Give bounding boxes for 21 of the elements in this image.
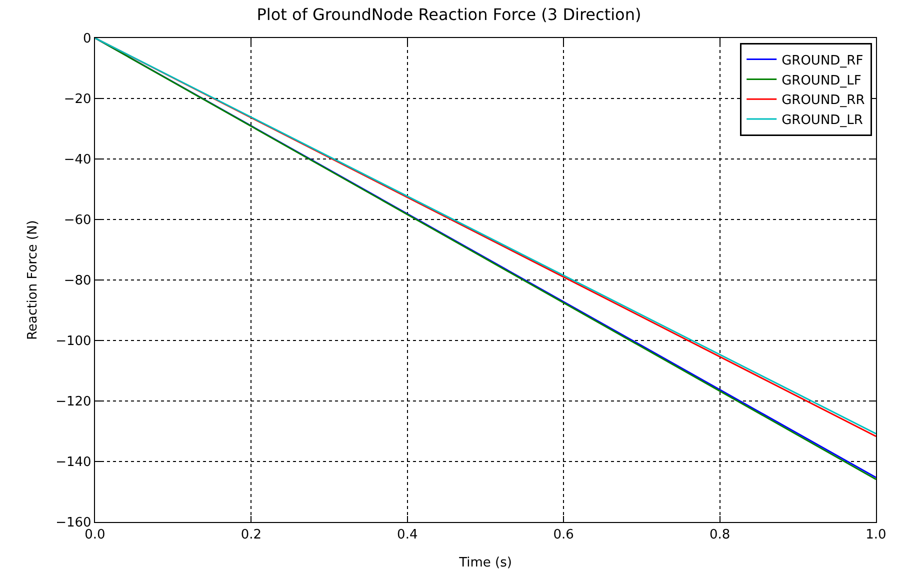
legend-label: GROUND_RR <box>782 93 865 108</box>
x-tick-label: 0.4 <box>397 528 418 543</box>
x-tick-label: 0.6 <box>553 528 574 543</box>
y-tick-label: −40 <box>64 152 92 168</box>
y-axis-title: Reaction Force (N) <box>26 220 41 340</box>
x-tick-label: 0.2 <box>240 528 262 543</box>
y-tick-label: −60 <box>64 213 92 228</box>
legend-label: GROUND_LF <box>782 73 862 88</box>
legend-label: GROUND_RF <box>782 53 864 68</box>
y-tick-label: −80 <box>64 274 92 289</box>
legend-label: GROUND_LR <box>782 113 863 128</box>
x-tick-label: 0.0 <box>84 528 106 543</box>
chart-title: Plot of GroundNode Reaction Force (3 Direction) <box>256 4 642 24</box>
y-tick-label: −140 <box>56 455 92 470</box>
y-tick-label: 0 <box>83 32 92 47</box>
y-tick-label: −20 <box>64 92 92 108</box>
y-tick-label: −100 <box>56 334 92 350</box>
x-axis-title: Time (s) <box>458 555 512 570</box>
x-tick-label: 1.0 <box>866 528 886 543</box>
y-tick-label: −120 <box>56 394 92 410</box>
x-tick-label: 0.8 <box>709 528 730 543</box>
